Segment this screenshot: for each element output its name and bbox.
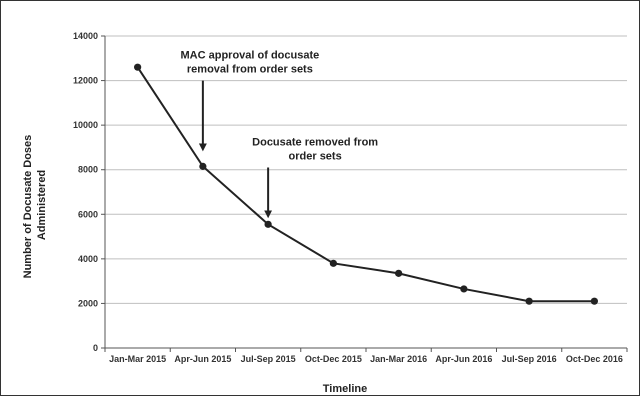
data-point-0-0 <box>134 63 142 71</box>
x-tick-label-5: Apr-Jun 2016 <box>435 354 492 364</box>
x-tick-label-3: Oct-Dec 2015 <box>305 354 362 364</box>
annotation-1-line-0: Docusate removed from <box>252 136 378 148</box>
data-point-0-4 <box>395 269 403 277</box>
data-point-0-2 <box>264 220 272 228</box>
x-tick-label-0: Jan-Mar 2015 <box>109 354 166 364</box>
x-tick-label-1: Apr-Jun 2015 <box>174 354 231 364</box>
axes: 0 2000 4000 6000 8000 10000 12000 14000 Jan-Mar … <box>73 31 628 364</box>
annotations: MAC approval of docusate removal from ord… <box>181 50 378 219</box>
y-tick-label-10000: 10000 <box>73 120 98 130</box>
series-line-0 <box>136 66 595 303</box>
y-tick-label-14000: 14000 <box>73 31 98 41</box>
y-tick-label-8000: 8000 <box>78 165 98 175</box>
x-tick-label-4: Jan-Mar 2016 <box>370 354 427 364</box>
y-tick-label-6000: 6000 <box>78 209 98 219</box>
data-point-0-1 <box>199 162 207 170</box>
data-point-0-5 <box>460 285 468 293</box>
grid <box>105 35 627 304</box>
annotation-1-line-1: order sets <box>289 150 342 162</box>
y-tick-label-4000: 4000 <box>78 254 98 264</box>
y-axis-title: Number of Docusate Doses Administered <box>22 132 48 279</box>
x-tick-label-7: Oct-Dec 2016 <box>566 354 623 364</box>
annotation-0-line-0: MAC approval of docusate <box>181 50 320 62</box>
series <box>134 63 598 305</box>
y-tick-label-2000: 2000 <box>78 298 98 308</box>
data-point-0-7 <box>590 297 598 305</box>
y-tick-label-12000: 12000 <box>73 76 98 86</box>
data-point-0-3 <box>329 259 337 267</box>
y-axis-title-line-2: Administered <box>36 170 48 240</box>
x-tick-label-2: Jul-Sep 2015 <box>241 354 296 364</box>
annotation-0-line-1: removal from order sets <box>187 64 313 76</box>
x-axis-title: Timeline <box>323 383 367 395</box>
x-tick-label-6: Jul-Sep 2016 <box>502 354 557 364</box>
y-axis-title-line-1: Number of Docusate Doses <box>22 135 34 279</box>
y-tick-label-0: 0 <box>93 343 98 353</box>
data-point-0-6 <box>525 297 533 305</box>
